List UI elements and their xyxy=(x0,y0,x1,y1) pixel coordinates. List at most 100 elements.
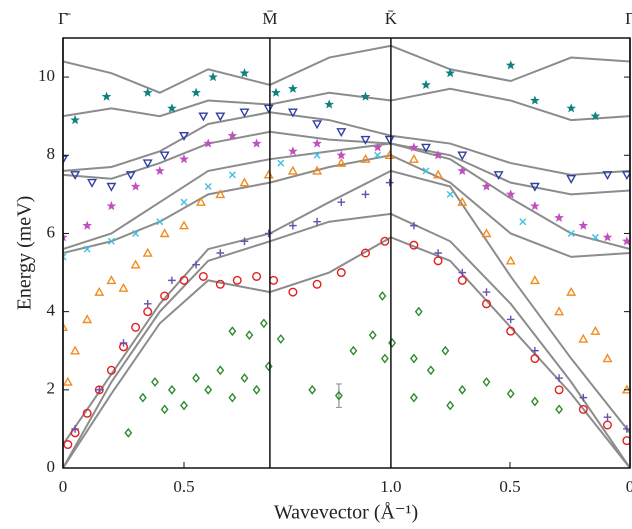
marker xyxy=(313,151,321,159)
marker xyxy=(192,260,200,269)
marker xyxy=(215,112,226,122)
marker xyxy=(531,346,539,355)
marker xyxy=(506,326,516,336)
marker xyxy=(204,183,212,191)
dispersion-curve xyxy=(63,44,630,94)
marker xyxy=(360,135,371,145)
marker xyxy=(160,291,170,301)
marker xyxy=(361,190,370,199)
marker xyxy=(482,288,491,296)
marker xyxy=(288,287,298,297)
marker xyxy=(264,229,273,238)
marker xyxy=(409,240,419,250)
marker xyxy=(446,400,455,411)
marker xyxy=(409,142,419,152)
marker xyxy=(82,408,92,418)
plot-area xyxy=(63,44,630,468)
marker xyxy=(142,247,153,257)
marker xyxy=(566,286,577,296)
x-axis-label: Wavevector (Å⁻¹) xyxy=(274,502,418,524)
marker xyxy=(138,392,147,403)
marker xyxy=(179,131,189,141)
marker xyxy=(530,396,539,407)
marker xyxy=(555,404,564,415)
marker xyxy=(380,236,390,246)
marker xyxy=(180,198,188,206)
marker xyxy=(481,299,491,309)
marker xyxy=(125,171,136,181)
marker xyxy=(179,154,189,164)
marker xyxy=(124,427,133,438)
dispersion-curve xyxy=(63,212,630,468)
marker xyxy=(239,68,250,78)
marker xyxy=(264,361,273,372)
marker xyxy=(529,275,540,285)
marker xyxy=(368,330,377,341)
marker xyxy=(70,345,81,355)
marker xyxy=(421,143,431,153)
y-tick-label: 8 xyxy=(47,144,56,163)
marker xyxy=(276,334,285,344)
dispersion-curve xyxy=(63,130,630,196)
marker xyxy=(481,228,492,238)
marker xyxy=(82,220,92,230)
marker xyxy=(252,384,261,395)
marker xyxy=(191,87,201,97)
marker xyxy=(228,326,237,337)
marker xyxy=(349,345,358,356)
marker xyxy=(151,377,159,387)
symmetry-label: M̄ xyxy=(262,9,277,28)
marker xyxy=(106,182,117,192)
marker xyxy=(530,95,540,105)
marker xyxy=(519,218,527,226)
marker xyxy=(426,365,435,376)
marker xyxy=(167,103,177,113)
marker xyxy=(409,353,418,364)
marker xyxy=(130,259,141,269)
marker xyxy=(288,83,298,93)
marker xyxy=(204,384,213,395)
marker xyxy=(160,404,169,415)
marker xyxy=(168,276,176,285)
marker xyxy=(602,353,613,363)
y-tick-label: 10 xyxy=(38,66,55,85)
marker xyxy=(602,171,613,181)
marker xyxy=(240,373,249,384)
marker xyxy=(530,201,540,211)
symmetry-label: K̄ xyxy=(385,9,398,28)
marker xyxy=(63,155,68,165)
marker xyxy=(554,306,565,316)
y-tick-label: 0 xyxy=(47,457,56,476)
marker xyxy=(208,72,218,82)
x-tick-label: 0.5 xyxy=(499,477,520,496)
marker xyxy=(313,217,321,226)
marker xyxy=(118,282,129,292)
marker xyxy=(388,337,397,348)
marker xyxy=(312,120,323,130)
marker xyxy=(408,153,419,163)
marker xyxy=(529,182,540,192)
marker xyxy=(336,150,347,160)
marker xyxy=(458,268,467,277)
marker xyxy=(566,174,577,184)
marker xyxy=(566,103,576,113)
marker xyxy=(505,189,516,199)
marker xyxy=(385,178,394,187)
marker xyxy=(143,307,153,317)
marker xyxy=(312,138,322,148)
marker xyxy=(360,153,371,163)
marker xyxy=(203,138,213,148)
plot-frame xyxy=(62,37,631,469)
marker xyxy=(530,354,540,364)
marker xyxy=(337,198,346,206)
marker xyxy=(70,171,81,181)
marker xyxy=(434,249,442,257)
marker xyxy=(360,248,370,258)
y-tick-label: 4 xyxy=(47,301,56,320)
marker xyxy=(312,165,323,175)
marker xyxy=(180,400,188,411)
marker xyxy=(63,376,73,386)
marker xyxy=(87,178,98,188)
marker xyxy=(458,384,467,395)
marker xyxy=(622,436,630,446)
